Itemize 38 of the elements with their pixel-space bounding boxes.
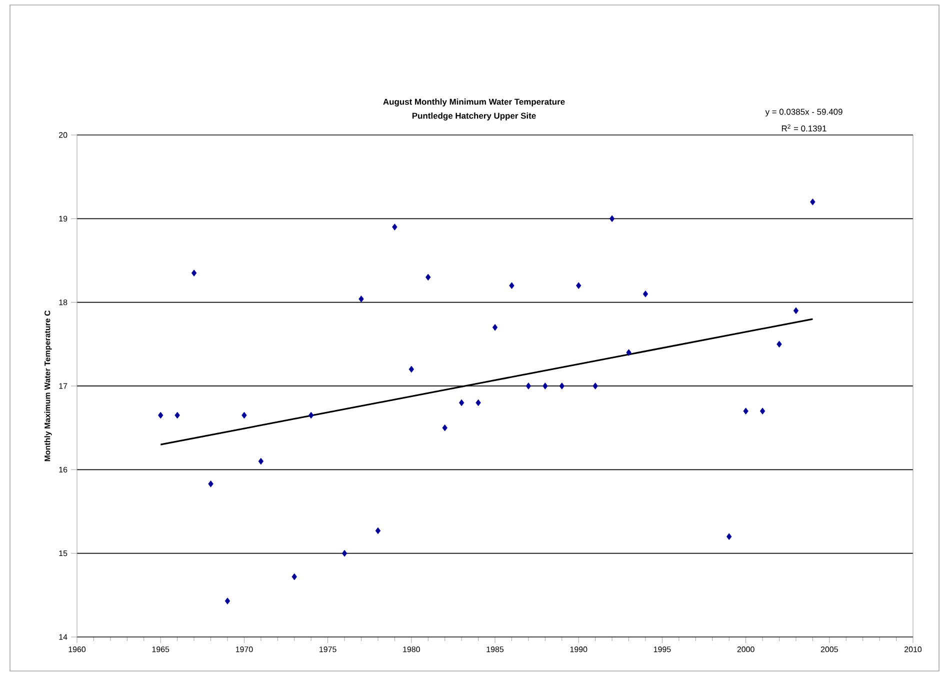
text: R$^{2}$ = 0.1391 [782, 124, 826, 132]
point [810, 198, 816, 206]
point [576, 282, 582, 289]
point [760, 408, 766, 414]
point [224, 598, 230, 604]
point [626, 349, 632, 356]
point [476, 399, 481, 406]
point [442, 424, 448, 432]
chart-subtitle: Puntledge Hatchery Upper Site [412, 112, 536, 120]
point [191, 270, 197, 276]
point [408, 366, 414, 373]
point [526, 382, 532, 390]
point [174, 412, 180, 419]
point [726, 533, 732, 540]
point [258, 458, 264, 465]
point [542, 382, 548, 390]
point [426, 274, 431, 281]
point [492, 324, 498, 331]
point [292, 573, 297, 580]
point [592, 382, 598, 390]
point [242, 412, 247, 419]
point [375, 527, 381, 534]
point [342, 550, 348, 557]
point [208, 480, 214, 488]
point [793, 307, 799, 314]
point [609, 215, 615, 222]
point [642, 290, 648, 298]
chart-title: August Monthly Minimum Water Temperature [383, 98, 565, 106]
point [743, 408, 748, 414]
point [458, 399, 464, 406]
point [308, 412, 314, 419]
point [158, 412, 164, 419]
point [509, 282, 514, 289]
point [559, 382, 564, 390]
point [358, 296, 364, 302]
point [776, 340, 782, 348]
text: y = 0.0385x - 59.409 [765, 108, 842, 116]
point [392, 224, 398, 230]
